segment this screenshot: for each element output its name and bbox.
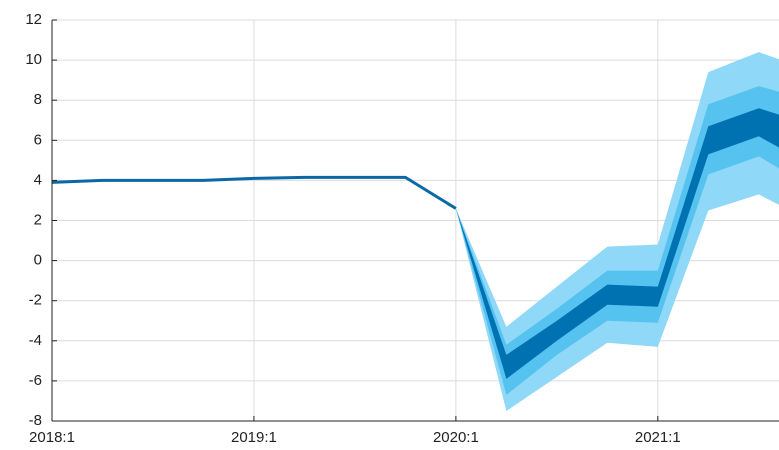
y-tick-label: -6	[29, 372, 42, 389]
axes: -8 -6 -4 -2 0 2 4 6 8 10 12 2018:1 2019:1 2020:1 2021:…	[25, 11, 779, 446]
y-tick-label: 8	[34, 91, 42, 108]
x-tick-label: 2018:1	[29, 429, 75, 446]
x-tick-label: 2019:1	[231, 429, 277, 446]
plot-area	[52, 52, 779, 411]
y-tick-label: -4	[29, 332, 42, 349]
fan-band	[455, 108, 779, 379]
y-tick-label: 6	[34, 131, 42, 148]
y-tick-label: 2	[34, 211, 42, 228]
history-line	[52, 175, 457, 210]
x-tick-label: 2021:1	[635, 429, 681, 446]
y-tick-label: 0	[34, 252, 42, 269]
x-tick-label: 2020:1	[433, 429, 479, 446]
y-tick-label: 12	[25, 11, 42, 28]
y-tick-label: 10	[25, 51, 42, 68]
y-tick-label: -8	[29, 412, 42, 429]
y-tick-label: -2	[29, 292, 42, 309]
y-tick-label: 4	[34, 171, 42, 188]
